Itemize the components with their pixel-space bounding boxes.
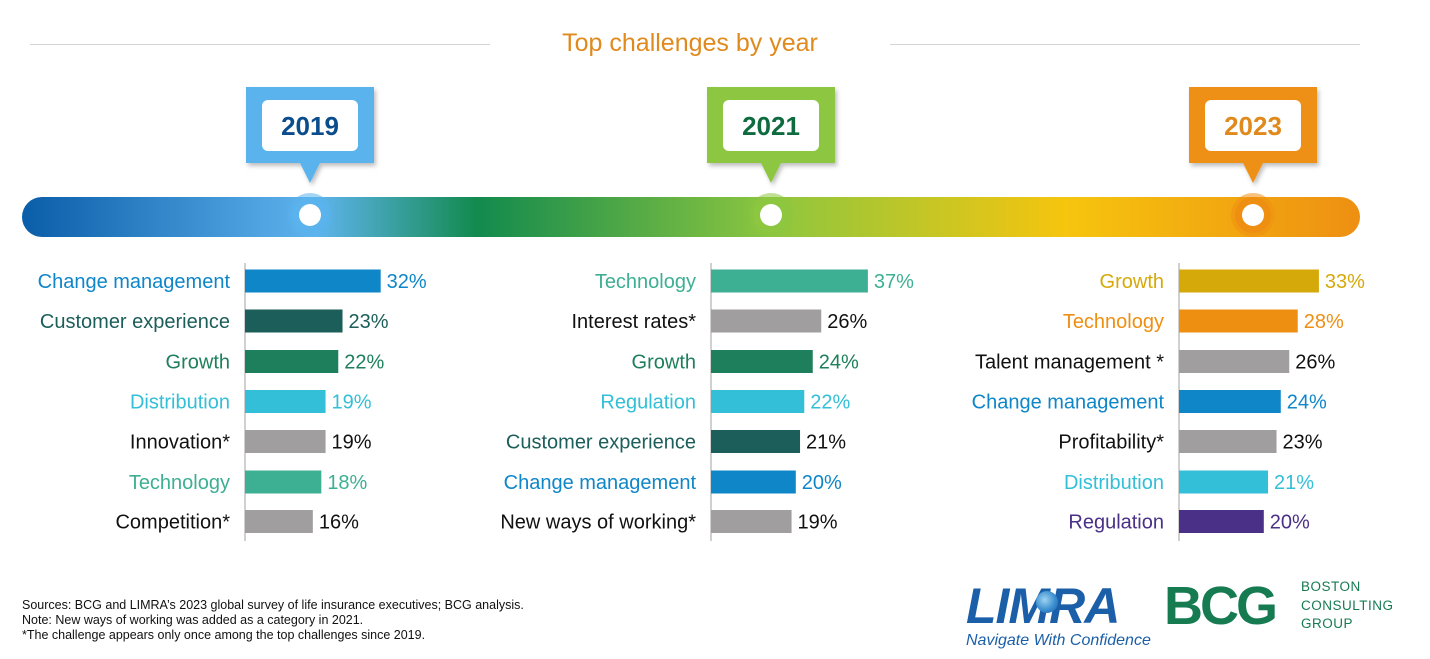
bar-value-label: 26%: [1295, 352, 1335, 374]
year-label-box: [262, 100, 358, 151]
timeline-bar-charts: 2019 2021 2023 Change management 32% Customer…: [22, 87, 1365, 541]
year-marker-2021: 2021: [707, 87, 835, 237]
bar: [245, 470, 322, 494]
bar-category-label: Technology: [129, 472, 230, 494]
bar-value-label: 19%: [332, 432, 372, 454]
bar-value-label: 23%: [349, 311, 389, 333]
bar-category-label: New ways of working*: [500, 512, 696, 534]
bar-value-label: 23%: [1283, 432, 1323, 454]
title-rule-left: [30, 44, 490, 45]
timeline-bar: [22, 197, 1360, 237]
bar-value-label: 24%: [1287, 392, 1327, 414]
bar-category-label: Technology: [595, 271, 696, 293]
bcg-sub-line: GROUP: [1301, 616, 1354, 631]
title-rule-right: [890, 44, 1360, 45]
globe-icon: [1036, 591, 1058, 613]
bar-category-label: Change management: [972, 392, 1165, 414]
bar-value-label: 32%: [387, 271, 427, 293]
year-dot: [1242, 204, 1264, 226]
bar-value-label: 21%: [806, 432, 846, 454]
bar: [711, 390, 805, 413]
bar-category-label: Regulation: [1068, 512, 1164, 534]
footnotes: Sources: BCG and LIMRA’s 2023 global sur…: [22, 598, 524, 643]
bcg-logo: BCG BOSTON CONSULTING GROUP: [1164, 578, 1414, 638]
bar-category-label: Growth: [1100, 271, 1164, 293]
bcg-wordmark: BCG: [1164, 576, 1278, 636]
year-label-box: [723, 100, 819, 151]
bar: [1179, 470, 1269, 494]
bar-value-label: 28%: [1304, 311, 1344, 333]
footnote-asterisk: *The challenge appears only once among t…: [22, 628, 426, 642]
bar-category-label: Talent management *: [975, 352, 1164, 374]
bar: [1179, 269, 1319, 293]
bar: [1179, 510, 1264, 533]
footnote-note: Note: New ways of working was added as a…: [22, 613, 364, 627]
bar-value-label: 26%: [827, 311, 867, 333]
bar-category-label: Growth: [632, 352, 696, 374]
bar-value-label: 20%: [802, 472, 842, 494]
bar-value-label: 18%: [327, 472, 367, 494]
bar-panel-2023: Growth 33% Technology 28% Talent management …: [972, 263, 1365, 541]
bar: [711, 309, 822, 333]
bar-category-label: Innovation*: [130, 432, 230, 454]
year-label-box: [1205, 100, 1301, 151]
bcg-subtitle: BOSTON CONSULTING GROUP: [1301, 578, 1394, 634]
bar-value-label: 37%: [874, 271, 914, 293]
bar-category-label: Growth: [166, 352, 230, 374]
bar: [711, 510, 792, 533]
year-marker-2019: 2019: [246, 87, 374, 237]
bar: [1179, 390, 1281, 413]
footnote-sources: Sources: BCG and LIMRA’s 2023 global sur…: [22, 598, 524, 612]
bar-category-label: Technology: [1063, 311, 1164, 333]
bar: [711, 350, 813, 373]
bar: [711, 269, 868, 293]
bar-category-label: Change management: [38, 271, 231, 293]
bar-category-label: Profitability*: [1058, 432, 1164, 454]
bar: [1179, 309, 1298, 333]
bar-category-label: Distribution: [1064, 472, 1164, 494]
bar: [711, 470, 796, 494]
bcg-sub-line: CONSULTING: [1301, 597, 1394, 613]
bar: [245, 510, 313, 533]
bar-category-label: Competition*: [115, 512, 230, 534]
year-label: 2023: [1224, 111, 1282, 141]
bar-value-label: 24%: [819, 352, 859, 374]
bar-value-label: 21%: [1274, 472, 1314, 494]
limra-tagline: Navigate With Confidence: [966, 632, 1151, 649]
bar: [1179, 350, 1290, 373]
bar: [711, 430, 801, 453]
bar-category-label: Regulation: [600, 392, 696, 414]
bar-category-label: Interest rates*: [571, 311, 696, 333]
bar-category-label: Customer experience: [40, 311, 230, 333]
limra-logo: LIMRA Navigate With Confidence: [964, 580, 1154, 652]
bar-value-label: 22%: [344, 352, 384, 374]
bar: [1179, 430, 1277, 453]
bar-value-label: 33%: [1325, 271, 1365, 293]
bar-value-label: 19%: [332, 392, 372, 414]
year-marker-2023: 2023: [1189, 87, 1317, 237]
bar: [245, 430, 326, 453]
chart-title: Top challenges by year: [562, 29, 818, 57]
bar: [245, 309, 343, 333]
year-label: 2019: [281, 111, 339, 141]
bar: [245, 350, 339, 373]
year-dot: [299, 204, 321, 226]
bar: [245, 269, 381, 293]
bar-category-label: Change management: [504, 472, 697, 494]
bar: [245, 390, 326, 413]
bar-category-label: Customer experience: [506, 432, 696, 454]
bar-value-label: 22%: [810, 392, 850, 414]
bar-panel-2019: Change management 32% Customer experience 2…: [38, 263, 427, 541]
bcg-sub-line: BOSTON: [1301, 579, 1361, 594]
bar-category-label: Distribution: [130, 392, 230, 414]
year-label: 2021: [742, 111, 800, 141]
bar-value-label: 19%: [798, 512, 838, 534]
bar-value-label: 20%: [1270, 512, 1310, 534]
bar-panel-2021: Technology 37% Interest rates* 26% Growth 24%…: [500, 263, 914, 541]
bar-value-label: 16%: [319, 512, 359, 534]
year-dot: [760, 204, 782, 226]
